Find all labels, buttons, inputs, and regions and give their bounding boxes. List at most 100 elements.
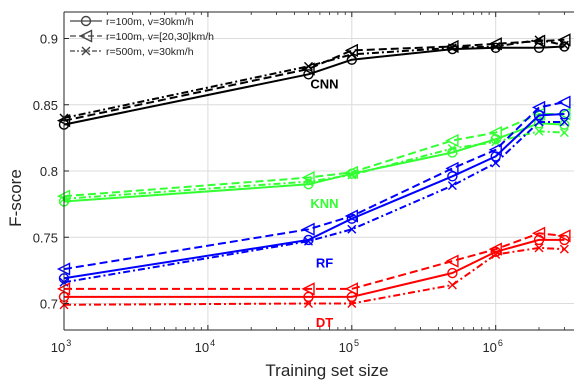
cnn-x-marker — [347, 49, 357, 59]
rf-circle-marker — [303, 234, 314, 246]
y-tick-label: 0.9 — [40, 32, 58, 47]
cnn-x-marker — [559, 40, 569, 50]
y-tick-label: 0.75 — [33, 230, 58, 245]
dt-triangle-left-marker — [301, 282, 315, 296]
dt-x-marker — [447, 280, 457, 290]
rf-triangle-left-marker — [301, 222, 315, 236]
knn-dashed-line — [63, 113, 565, 198]
dt-solid-line — [64, 238, 565, 298]
rf-x-marker — [534, 117, 544, 127]
series-layer — [56, 33, 571, 310]
knn-circle-marker — [533, 118, 545, 129]
dt-triangle-left-marker — [531, 226, 546, 240]
y-tick-label: 0.7 — [40, 297, 58, 312]
cnn-group-label: CNN — [310, 77, 338, 92]
marker-stroke — [81, 46, 91, 56]
marker-stroke — [491, 137, 501, 147]
cnn-x-marker — [491, 41, 501, 51]
marker-stroke — [447, 143, 457, 153]
knn-triangle-left-marker — [301, 170, 315, 185]
legend-label: r=100m, v=[20,30]km/h — [106, 31, 214, 43]
dt-triangle-left-marker — [445, 254, 459, 268]
dt-x-marker — [347, 299, 357, 308]
marker-stroke — [491, 41, 501, 51]
dt-triangle-left-marker — [344, 282, 359, 296]
rf-triangle-left-marker — [488, 143, 502, 157]
legend-entry: r=100m, v=30km/h — [70, 15, 194, 28]
x-tick-exponent: 3 — [66, 338, 71, 348]
marker-stroke — [447, 181, 457, 191]
marker-stroke — [559, 117, 569, 127]
rf-triangle-left-marker — [557, 95, 571, 109]
legend-circle-marker — [80, 15, 92, 27]
dt-x-marker — [303, 299, 313, 308]
dt-circle-marker — [447, 267, 458, 279]
legend-label: r=500m, v=30km/h — [106, 46, 194, 58]
knn-series-group — [56, 107, 571, 207]
marker-stroke — [559, 128, 569, 138]
cnn-x-marker — [447, 43, 457, 53]
rf-group-label: RF — [316, 255, 333, 270]
x-tick-exponent: 6 — [498, 338, 503, 348]
marker-stroke — [534, 243, 544, 253]
rf-circle-marker — [559, 108, 570, 120]
knn-triangle-left-marker — [557, 107, 571, 121]
dt-dashed-line — [64, 232, 565, 290]
knn-x-marker — [347, 170, 357, 180]
legend-triangle-left-marker — [78, 29, 93, 43]
marker-stroke — [303, 299, 313, 308]
dt-group-label: DT — [316, 315, 333, 330]
dt-circle-marker — [490, 246, 501, 258]
marker-stroke — [534, 117, 544, 127]
cnn-triangle-left-marker — [445, 39, 459, 54]
marker-stroke — [534, 126, 544, 136]
cnn-circle-marker — [490, 42, 501, 53]
dt-triangle-left-marker — [557, 229, 571, 243]
legend-label: r=100m, v=30km/h — [106, 16, 194, 28]
legend-entry: r=500m, v=30km/h — [70, 46, 194, 58]
knn-triangle-left-marker — [488, 125, 502, 140]
marker-stroke — [447, 43, 457, 53]
rf-series-group — [56, 95, 571, 287]
rf-x-marker — [303, 236, 313, 246]
marker-stroke — [303, 61, 313, 71]
rf-triangle-left-marker — [344, 209, 359, 223]
marker-stroke — [347, 224, 357, 234]
rf-solid-line — [63, 113, 565, 280]
cnn-x-marker — [303, 61, 313, 71]
legend-x-marker — [81, 46, 91, 56]
rf-x-marker — [347, 224, 357, 234]
legend-entry: r=100m, v=[20,30]km/h — [70, 29, 214, 43]
legend: r=100m, v=30km/h r=100m, v=[20,30]km/h r=5… — [70, 15, 214, 58]
marker-stroke — [347, 49, 357, 59]
dt-x-marker — [534, 243, 544, 253]
rf-triangle-left-marker — [445, 161, 459, 175]
y-tick-label: 0.8 — [40, 164, 58, 179]
cnn-circle-marker — [447, 43, 458, 55]
rf-x-marker — [559, 117, 569, 127]
dt-triangle-left-marker — [488, 242, 502, 256]
knn-triangle-left-marker — [445, 133, 459, 148]
y-axis-label: F-score — [6, 169, 25, 227]
knn-x-marker — [447, 143, 457, 153]
knn-x-marker — [559, 128, 569, 138]
marker-stroke — [347, 170, 357, 180]
cnn-triangle-left-marker — [531, 34, 546, 48]
marker-stroke — [447, 280, 457, 290]
marker-stroke — [559, 40, 569, 50]
cnn-x-marker — [534, 35, 544, 45]
dt-x-marker — [491, 249, 501, 259]
marker-stroke — [347, 299, 357, 308]
rf-triangle-left-marker — [531, 100, 546, 115]
knn-x-marker — [303, 177, 313, 187]
knn-group-label: KNN — [310, 196, 338, 211]
rf-x-marker — [447, 181, 457, 191]
knn-x-marker — [534, 126, 544, 136]
marker-stroke — [303, 236, 313, 246]
x-tick-exponent: 4 — [210, 338, 215, 348]
dt-series-group — [56, 226, 571, 310]
cnn-triangle-left-marker — [557, 33, 571, 47]
marker-stroke — [491, 158, 501, 168]
